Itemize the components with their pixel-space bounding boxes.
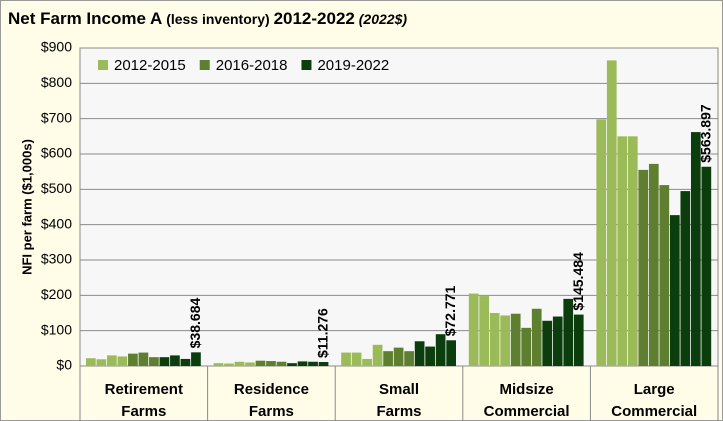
bar xyxy=(425,346,435,366)
x-tick-label: Residence xyxy=(234,381,309,398)
x-tick-label: Midsize xyxy=(500,381,554,398)
bar xyxy=(245,362,255,366)
bar xyxy=(659,185,670,366)
bar xyxy=(404,351,414,366)
bar xyxy=(276,361,287,366)
x-tick-label: Commercial xyxy=(484,403,570,420)
bar xyxy=(690,132,701,366)
x-tick-label: Retirement xyxy=(105,381,183,398)
y-tick-label: $300 xyxy=(41,251,72,267)
bar xyxy=(372,344,383,366)
y-tick-label: $800 xyxy=(41,74,72,90)
bar xyxy=(479,296,490,366)
bar xyxy=(573,314,584,366)
bar xyxy=(446,340,456,366)
title-part: Net Farm Income A xyxy=(8,9,162,28)
y-tick-label: $600 xyxy=(41,145,72,161)
bar xyxy=(531,308,542,366)
bar xyxy=(255,360,266,366)
x-tick-label: Commercial xyxy=(611,403,697,420)
bar xyxy=(138,352,149,366)
title-part: 2012-2022 xyxy=(274,9,355,28)
bar xyxy=(234,361,245,366)
legend-label: 2016-2018 xyxy=(216,57,288,74)
bar xyxy=(563,298,574,366)
x-tick-label: Small xyxy=(379,381,419,398)
value-label: $38.684 xyxy=(187,298,203,349)
bar xyxy=(308,361,318,366)
x-tick-label: Farms xyxy=(249,403,294,420)
bar xyxy=(287,363,297,366)
bar xyxy=(341,352,351,366)
bar xyxy=(701,166,712,366)
bar xyxy=(107,355,117,366)
y-tick-label: $200 xyxy=(41,286,72,302)
value-label: $11.276 xyxy=(315,308,331,358)
legend-swatch xyxy=(98,60,108,70)
bar xyxy=(362,358,372,366)
bar xyxy=(552,316,563,366)
bar xyxy=(414,341,425,366)
bar xyxy=(128,353,138,366)
title-part: (less inventory) xyxy=(166,11,269,27)
bar xyxy=(351,352,362,366)
bar xyxy=(266,361,276,366)
title-part: (2022$) xyxy=(359,11,408,27)
bar xyxy=(224,363,234,366)
bar xyxy=(191,352,201,366)
bar xyxy=(617,136,628,366)
bar xyxy=(159,357,170,366)
y-tick-label: $0 xyxy=(56,357,72,373)
bar xyxy=(596,119,607,366)
bar xyxy=(149,357,159,366)
bar xyxy=(680,191,691,366)
chart-title: Net Farm Income A (less inventory) 2012-… xyxy=(8,9,407,28)
bar xyxy=(435,334,446,366)
bar xyxy=(489,313,500,366)
x-tick-label: Large xyxy=(634,381,675,398)
legend-label: 2012-2015 xyxy=(114,57,186,74)
bar xyxy=(510,313,521,366)
y-axis-label: NFI per farm ($1,000s) xyxy=(19,139,34,275)
value-label: $145.484 xyxy=(570,252,586,311)
y-tick-label: $700 xyxy=(41,109,72,125)
y-tick-label: $100 xyxy=(41,321,72,337)
y-tick-label: $900 xyxy=(41,39,72,55)
bar xyxy=(86,358,96,366)
legend-label: 2019-2022 xyxy=(317,57,389,74)
bar xyxy=(96,359,107,366)
x-tick-label: Farms xyxy=(376,403,421,420)
bar xyxy=(180,358,191,366)
y-tick-label: $400 xyxy=(41,215,72,231)
y-tick-label: $500 xyxy=(41,180,72,196)
bar xyxy=(521,327,532,366)
bar xyxy=(117,356,128,366)
bar xyxy=(468,293,479,366)
value-label: $72.771 xyxy=(442,285,458,336)
bar xyxy=(170,355,180,366)
bar xyxy=(213,363,224,366)
bar xyxy=(606,60,617,366)
bar xyxy=(669,215,680,366)
bar xyxy=(542,320,553,366)
bar xyxy=(318,362,329,366)
bar xyxy=(648,163,659,366)
bar xyxy=(297,361,308,366)
bar xyxy=(638,169,649,366)
legend-swatch xyxy=(301,60,312,70)
bar xyxy=(383,351,393,366)
legend-swatch xyxy=(199,60,210,70)
bar xyxy=(500,315,511,366)
bar xyxy=(393,347,404,366)
value-label: $563.897 xyxy=(697,104,713,163)
x-tick-label: Farms xyxy=(121,403,166,420)
bar xyxy=(627,136,638,366)
